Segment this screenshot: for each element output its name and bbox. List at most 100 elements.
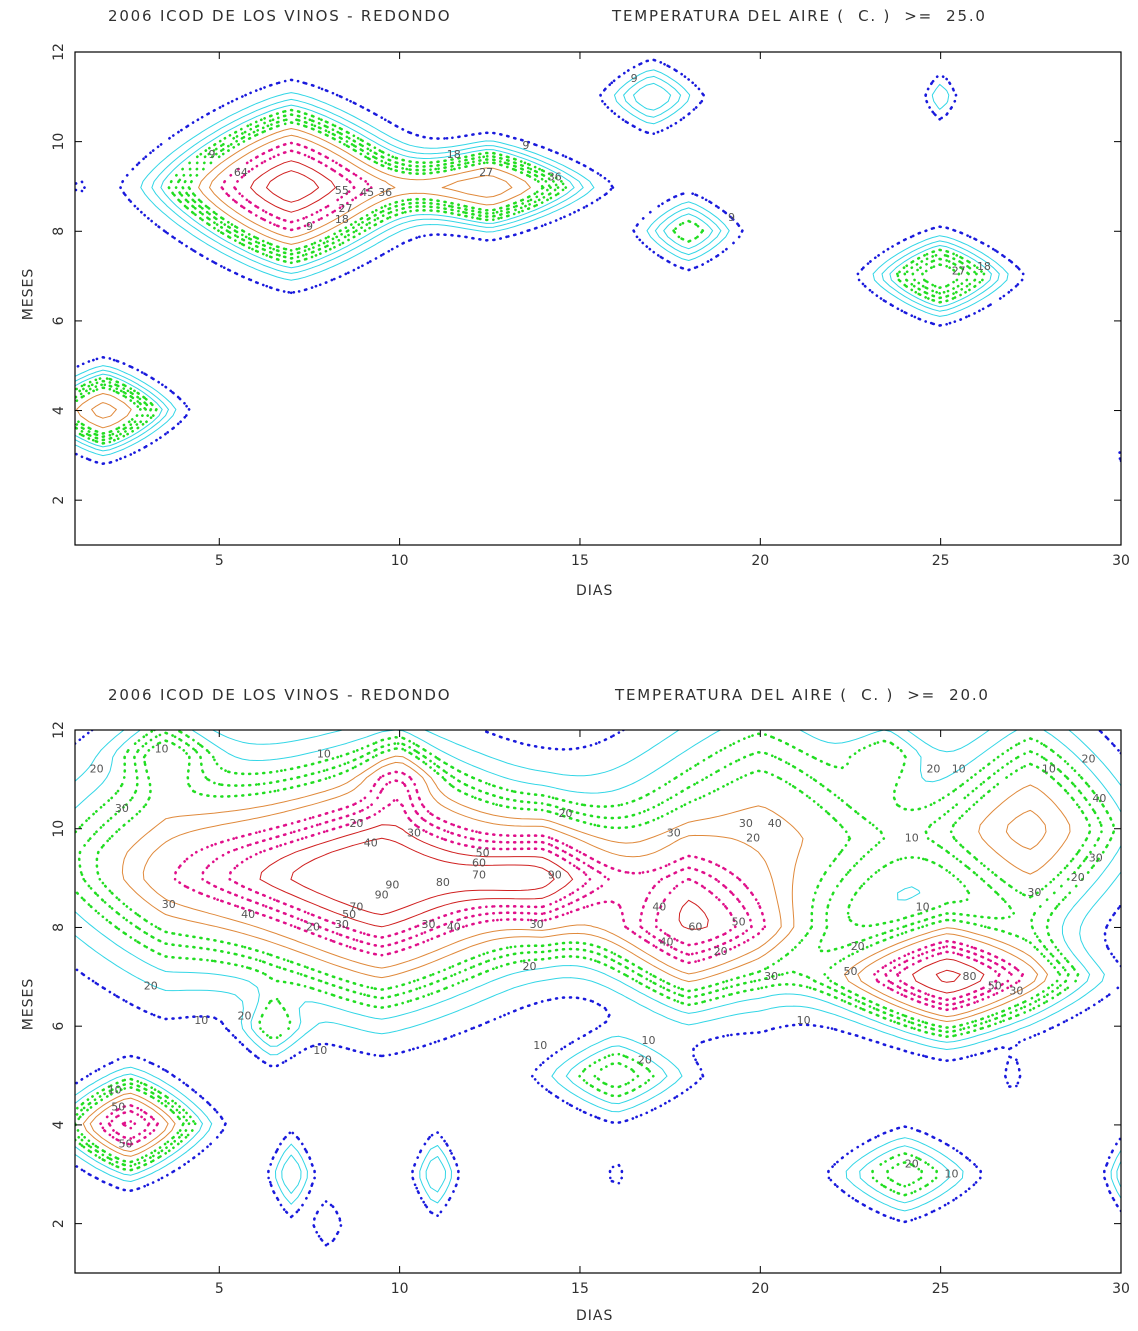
- y-tick-label: 4: [51, 1120, 67, 1129]
- contour-value-label: 40: [241, 908, 255, 921]
- x-tick-label: 5: [215, 553, 224, 569]
- contour-value-label: 40: [447, 920, 461, 933]
- contour-line-green: [75, 113, 978, 442]
- x-tick-label: 30: [1112, 1281, 1130, 1297]
- contour-value-label: 20: [638, 1054, 652, 1067]
- contour-value-label: 70: [472, 869, 486, 882]
- contour-value-label: 30: [1009, 985, 1023, 998]
- contour-value-label: 20: [746, 832, 760, 845]
- plot-frame: [74, 729, 1122, 1274]
- contour-value-label: 50: [988, 980, 1002, 993]
- contour-value-label: 10: [952, 762, 966, 775]
- y-tick-label: 8: [51, 227, 67, 236]
- y-tick-label: 10: [51, 133, 67, 151]
- contour-value-label: 70: [349, 901, 363, 914]
- contour-line-orange: [82, 755, 1071, 1157]
- x-tick-label: 15: [571, 1281, 589, 1297]
- contour-value-label: 9: [728, 211, 735, 224]
- y-tick-label: 12: [51, 721, 67, 739]
- contour-value-label: 10: [317, 748, 331, 761]
- x-tick-label: 20: [751, 1281, 769, 1297]
- contour-value-label: 10: [194, 1014, 208, 1027]
- contour-value-label: 30: [421, 918, 435, 931]
- contour-value-label: 10: [108, 1083, 122, 1096]
- contour-panel-20: 2006 ICOD DE LOS VINOS - REDONDO TEMPERA…: [0, 660, 1138, 1331]
- contour-value-label: 30: [739, 817, 753, 830]
- contour-value-label: 80: [436, 876, 450, 889]
- x-tick-label: 20: [751, 553, 769, 569]
- contour-value-label: 30: [335, 918, 349, 931]
- contour-line-magenta: [233, 149, 356, 224]
- contour-value-label: 40: [660, 935, 674, 948]
- y-axis-label: MESES: [20, 267, 37, 321]
- y-tick-label: 6: [51, 1022, 67, 1031]
- contour-value-label: 20: [1082, 753, 1096, 766]
- contour-line-cyan: [75, 730, 1121, 1212]
- contour-value-label: 20: [522, 960, 536, 973]
- x-axis-label: DIAS: [576, 583, 614, 599]
- contour-value-label: 80: [963, 970, 977, 983]
- contour-line-orange: [89, 761, 1047, 1152]
- contour-value-label: 9: [522, 139, 529, 152]
- chart-title-left: 2006 ICOD DE LOS VINOS - REDONDO: [108, 686, 452, 704]
- contour-value-label: 30: [667, 827, 681, 840]
- contour-value-label: 18: [977, 260, 991, 273]
- contour-value-label: 20: [714, 945, 728, 958]
- contour-value-label: 20: [306, 920, 320, 933]
- contour-value-label: 36: [548, 170, 562, 183]
- contour-value-label: 10: [797, 1014, 811, 1027]
- contour-value-label: 30: [407, 827, 421, 840]
- contour-line-orange: [91, 134, 513, 419]
- contour-value-label: 50: [118, 1138, 132, 1151]
- contour-value-label: 64: [234, 166, 248, 179]
- contour-value-label: 10: [916, 901, 930, 914]
- x-tick-label: 25: [932, 553, 950, 569]
- x-axis-label: DIAS: [576, 1308, 614, 1324]
- y-tick-label: 2: [51, 496, 67, 505]
- contour-line-green: [75, 739, 1092, 1164]
- contour-value-label: 9: [209, 148, 216, 161]
- contour-line-cyan: [75, 69, 1009, 457]
- contour-line-green: [75, 730, 1115, 1197]
- contour-value-label: 50: [342, 908, 356, 921]
- contour-value-label: 27: [479, 166, 493, 179]
- contour-value-label: 18: [447, 148, 461, 161]
- contour-line-red: [266, 170, 320, 203]
- chart-title-right: TEMPERATURA DEL AIRE ( C. ) >= 25.0: [612, 7, 987, 25]
- contour-value-label: 27: [952, 265, 966, 278]
- x-tick-label: 15: [571, 553, 589, 569]
- contour-value-label: 9: [631, 72, 638, 85]
- contour-value-label: 20: [559, 807, 573, 820]
- contour-line-magenta: [121, 797, 1001, 1130]
- contour-line-green: [75, 121, 961, 435]
- contour-line-red: [290, 837, 961, 983]
- x-tick-label: 25: [932, 1281, 950, 1297]
- contour-value-label: 20: [238, 1009, 252, 1022]
- contour-value-label: 30: [1027, 886, 1041, 899]
- contour-value-label: 20: [349, 817, 363, 830]
- contour-line-cyan: [75, 75, 1000, 452]
- contour-value-label: 20: [851, 940, 865, 953]
- contour-value-label: 20: [905, 1157, 919, 1170]
- contour-value-label: 10: [641, 1034, 655, 1047]
- contour-line-magenta: [107, 779, 1013, 1140]
- contour-value-label: 40: [768, 817, 782, 830]
- contour-value-label: 10: [1042, 762, 1056, 775]
- contour-value-label: 50: [111, 1101, 125, 1114]
- contour-value-label: 20: [1071, 871, 1085, 884]
- chart-title-left: 2006 ICOD DE LOS VINOS - REDONDO: [108, 7, 452, 25]
- contour-value-label: 10: [155, 743, 169, 756]
- contour-value-label: 18: [335, 213, 349, 226]
- x-tick-label: 30: [1112, 553, 1130, 569]
- contour-value-label: 55: [335, 184, 349, 197]
- contour-value-label: 30: [530, 918, 544, 931]
- contour-lines: [75, 58, 1121, 465]
- contour-line-green: [75, 108, 986, 445]
- x-tick-label: 10: [391, 553, 409, 569]
- y-tick-label: 6: [51, 316, 67, 325]
- contour-value-label: 40: [652, 901, 666, 914]
- contour-value-label: 30: [162, 898, 176, 911]
